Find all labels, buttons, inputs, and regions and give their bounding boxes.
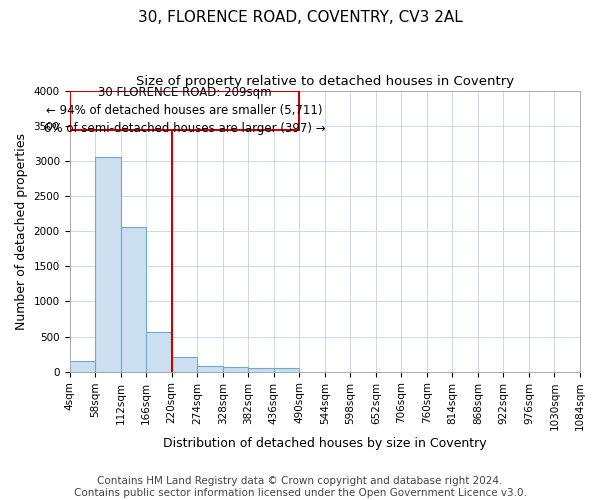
Title: Size of property relative to detached houses in Coventry: Size of property relative to detached ho…	[136, 75, 514, 88]
Bar	[146, 332, 172, 372]
Text: Contains HM Land Registry data © Crown copyright and database right 2024.
Contai: Contains HM Land Registry data © Crown c…	[74, 476, 526, 498]
X-axis label: Distribution of detached houses by size in Coventry: Distribution of detached houses by size …	[163, 437, 487, 450]
Y-axis label: Number of detached properties: Number of detached properties	[15, 132, 28, 330]
Text: 30 FLORENCE ROAD: 209sqm
← 94% of detached houses are smaller (5,711)
6% of semi: 30 FLORENCE ROAD: 209sqm ← 94% of detach…	[44, 86, 325, 134]
Bar	[95, 156, 121, 372]
Bar	[274, 368, 299, 372]
Bar	[197, 366, 223, 372]
Bar	[121, 227, 146, 372]
Bar	[70, 361, 95, 372]
Bar	[223, 368, 248, 372]
Bar	[172, 357, 197, 372]
Bar	[248, 368, 274, 372]
Bar	[70, 90, 299, 130]
Text: 30, FLORENCE ROAD, COVENTRY, CV3 2AL: 30, FLORENCE ROAD, COVENTRY, CV3 2AL	[137, 10, 463, 25]
